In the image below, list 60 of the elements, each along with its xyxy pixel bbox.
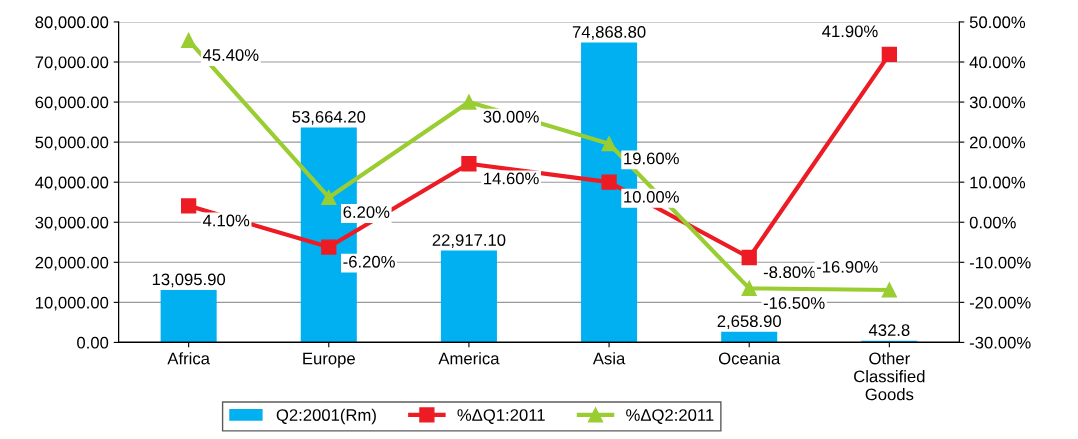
y-tick-label: 20,000.00 xyxy=(35,256,109,271)
y-tick-label: 30,000.00 xyxy=(35,216,109,231)
data-label: 4.10% xyxy=(202,214,250,227)
data-label: 19.60% xyxy=(624,152,679,165)
data-label: 53,664.20 xyxy=(292,110,366,125)
data-label: -8.80% xyxy=(763,266,816,279)
data-label: -6.20% xyxy=(343,255,395,268)
y2-tick-label: 40.00% xyxy=(969,56,1026,69)
data-label: 22,917.10 xyxy=(432,234,506,248)
x-tick-label: Africa xyxy=(167,352,210,365)
point xyxy=(321,189,337,206)
data-label: 6.20% xyxy=(343,206,390,218)
point xyxy=(741,249,757,266)
point xyxy=(601,136,617,152)
legend-label: %ΔQ2:2011 xyxy=(626,409,714,424)
data-label: 74,868.80 xyxy=(572,26,646,40)
y2-tick-label: -10.00% xyxy=(969,256,1031,269)
x-tick-label: Asia xyxy=(592,352,626,365)
y-tick-label: 0.00 xyxy=(77,336,109,349)
y-tick-label: 50,000.00 xyxy=(35,136,109,151)
x-tick-label: Other Classified Goods xyxy=(854,352,925,401)
data-label: 10.00% xyxy=(624,190,679,203)
point xyxy=(321,239,337,255)
point xyxy=(741,280,757,296)
data-label: 2,658.90 xyxy=(717,315,781,330)
y2-tick-label: 30.00% xyxy=(969,96,1026,109)
y-tick-label: 70,000.00 xyxy=(35,56,109,71)
data-label: 14.60% xyxy=(484,172,539,185)
y2-tick-label: 50.00% xyxy=(969,16,1026,29)
bar xyxy=(160,289,217,343)
data-label: 432.8 xyxy=(868,324,910,336)
y-tick-label: 40,000.00 xyxy=(35,176,109,191)
point xyxy=(601,174,617,190)
y-tick-label: 10,000.00 xyxy=(35,296,109,311)
data-label: 13,095.90 xyxy=(152,273,226,288)
y-tick-label: 60,000.00 xyxy=(35,96,109,111)
x-tick-label: America xyxy=(438,352,500,365)
point xyxy=(181,32,197,49)
bar xyxy=(440,250,497,343)
point xyxy=(461,94,477,110)
point xyxy=(881,282,897,298)
data-label: -16.50% xyxy=(763,297,825,309)
y2-tick-label: -30.00% xyxy=(969,336,1031,349)
data-label: 41.90% xyxy=(822,25,878,38)
point xyxy=(461,156,477,172)
point xyxy=(881,46,897,63)
bar xyxy=(721,331,778,343)
y2-tick-label: 0.00% xyxy=(969,216,1016,229)
data-label: 45.40% xyxy=(202,49,259,61)
x-tick-label: Oceania xyxy=(718,352,781,365)
x-tick-label: Europe xyxy=(303,352,355,368)
legend-label: Q2:2001(Rm) xyxy=(276,408,376,425)
data-label: 30.00% xyxy=(483,110,539,123)
y2-tick-label: 10.00% xyxy=(970,176,1026,189)
data-label: -16.90% xyxy=(816,260,878,273)
point xyxy=(181,198,197,214)
y-tick-label: 80,000.00 xyxy=(35,16,109,31)
legend-label: %ΔQ1:2011 xyxy=(457,409,545,424)
y2-tick-label: -20.00% xyxy=(969,296,1031,309)
y2-tick-label: 20.00% xyxy=(969,136,1026,149)
